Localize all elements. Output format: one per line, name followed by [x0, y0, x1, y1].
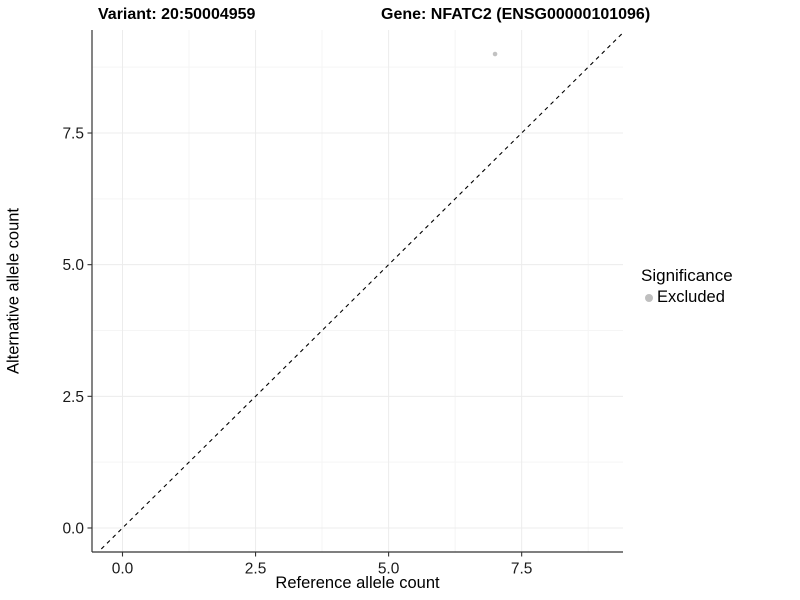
legend-key-dot	[645, 293, 653, 302]
y-tick-label: 0.0	[62, 520, 84, 537]
variant-title: Variant: 20:50004959	[98, 6, 256, 23]
data-point	[492, 51, 498, 57]
y-tick-label: 7.5	[62, 126, 84, 143]
y-axis-title: Alternative allele count	[4, 207, 23, 375]
x-tick-label: 5.0	[378, 561, 400, 578]
gene-title: Gene: NFATC2 (ENSG00000101096)	[381, 6, 651, 23]
x-tick-label: 2.5	[245, 561, 267, 578]
y-tick-label: 5.0	[62, 257, 84, 274]
x-tick-label: 7.5	[511, 561, 533, 578]
y-tick-label: 2.5	[62, 389, 84, 406]
legend-title: Significance	[641, 266, 733, 285]
identity-line	[97, 31, 623, 552]
legend-item-excluded: Excluded	[641, 288, 733, 307]
x-tick-label: 0.0	[112, 561, 134, 578]
x-axis-title: Reference allele count	[275, 574, 440, 592]
legend: Significance Excluded	[641, 266, 733, 307]
legend-item-label: Excluded	[657, 288, 725, 306]
